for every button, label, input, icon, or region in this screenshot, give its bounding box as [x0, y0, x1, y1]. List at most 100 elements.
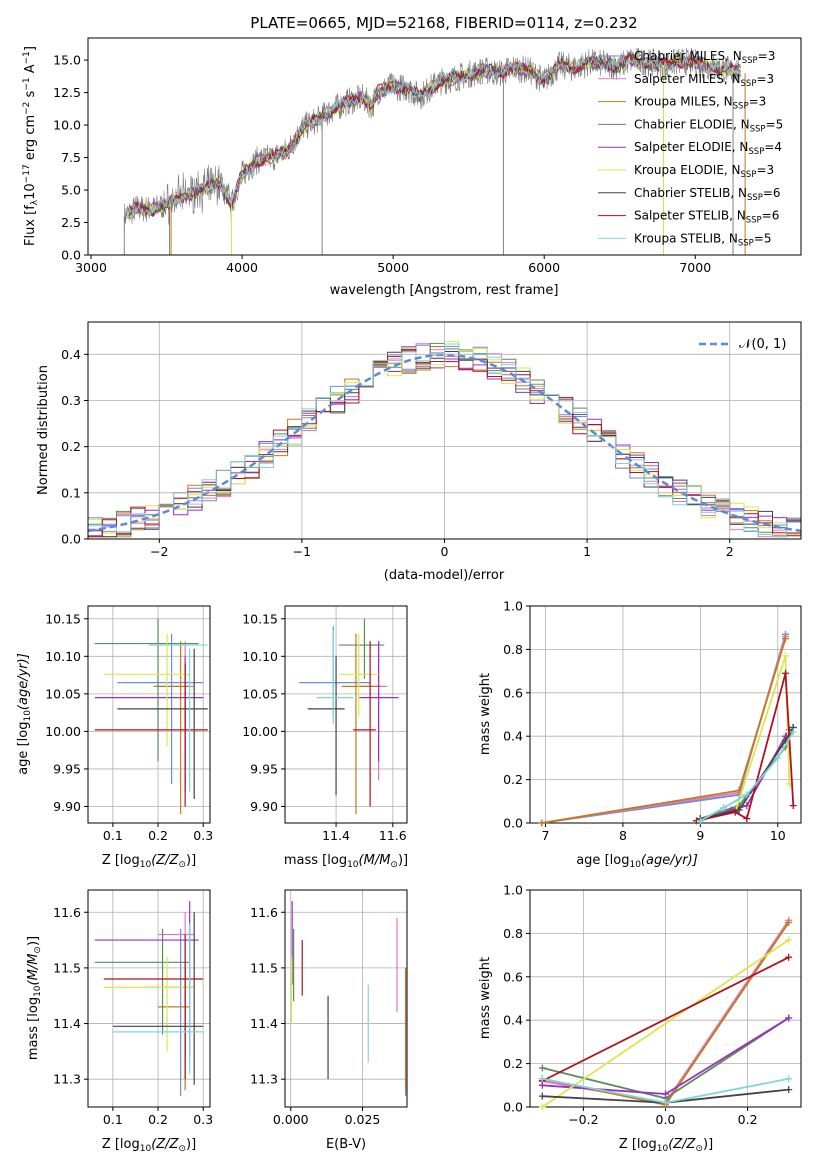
weight-marker: [735, 806, 743, 814]
y-tick-label: 0.8: [503, 642, 523, 657]
x-tick-label: 6000: [528, 260, 560, 275]
weight-vs-age-ylabel: mass weight: [478, 673, 493, 755]
residuals-ylabel: Normed distribution: [36, 365, 51, 495]
y-tick-label: 9.95: [53, 761, 81, 776]
age-vs-mass-panel: 11.4 11.6 9.90 9.95 10.00 10.05 10.10 10.15: [242, 605, 408, 843]
y-tick-label: 5.0: [61, 183, 81, 198]
x-tick-label: 1: [583, 544, 591, 559]
y-tick-label: 0.8: [503, 926, 523, 941]
weight-marker: [782, 652, 790, 660]
spectrum-data-line: [124, 47, 740, 231]
axes-frame: [284, 605, 408, 824]
x-tick-label: 7000: [679, 260, 711, 275]
y-tick-label: 11.4: [250, 1016, 278, 1031]
y-tick-label: 0.0: [61, 532, 81, 547]
x-tick-label: 0.1: [103, 828, 123, 843]
weight-marker: [785, 1014, 793, 1022]
x-tick-label: 9: [696, 828, 704, 843]
y-tick-label: 0.0: [503, 1100, 523, 1115]
y-tick-label: 0.1: [61, 485, 81, 500]
legend-entry: Chabrier STELIB, NSSP=6: [634, 186, 781, 203]
y-tick-label: 10.00: [242, 724, 278, 739]
y-tick-label: 10.00: [45, 724, 81, 739]
y-tick-label: 11.5: [250, 960, 278, 975]
spectrum-title: PLATE=0665, MJD=52168, FIBERID=0114, z=0…: [250, 14, 637, 32]
mass-vs-EBV-xlabel: E(B-V): [326, 1137, 366, 1152]
error-bars: [299, 618, 399, 814]
y-tick-label: 0.2: [503, 772, 523, 787]
x-tick-label: −1: [293, 544, 311, 559]
y-tick-label: 12.5: [53, 85, 81, 100]
legend-entry: Kroupa STELIB, NSSP=5: [634, 231, 772, 248]
error-bars: [94, 618, 208, 814]
x-tick-label: 0.025: [345, 1112, 381, 1127]
x-tick-label: 11.4: [322, 828, 350, 843]
weight-marker: [538, 819, 546, 827]
x-tick-label: 8: [619, 828, 627, 843]
y-tick-label: 0.4: [61, 347, 81, 362]
legend-entry: Salpeter MILES, NSSP=3: [634, 72, 774, 89]
y-tick-label: 11.3: [250, 1072, 278, 1087]
weight-vs-Z-panel: −0.2 0.0 0.2 0.0 0.2 0.4 0.6 0.8 1.0: [503, 883, 802, 1127]
y-tick-label: 10.15: [45, 611, 81, 626]
weight-marker: [662, 1090, 669, 1098]
mass-vs-Z-xlabel: Z [log10(Z/Z⊙)]: [102, 1137, 196, 1154]
legend-entry: Kroupa ELODIE, NSSP=3: [634, 163, 774, 180]
y-tick-label: 11.6: [53, 905, 81, 920]
y-tick-label: 0.4: [503, 1013, 523, 1028]
axes-frame: [87, 605, 211, 824]
y-tick-label: 0.0: [503, 816, 523, 831]
legend-entry: Chabrier MILES, NSSP=3: [634, 49, 775, 66]
axes-frame: [284, 889, 408, 1108]
legend-entry: Salpeter STELIB, NSSP=6: [634, 209, 779, 226]
y-tick-label: 9.95: [250, 761, 278, 776]
age-vs-Z-xlabel: Z [log10(Z/Z⊙)]: [102, 853, 196, 870]
y-tick-label: 0.2: [61, 439, 81, 454]
y-tick-label: 11.6: [250, 905, 278, 920]
x-tick-label: 0.0: [656, 1112, 676, 1127]
weight-lines: [538, 916, 793, 1111]
x-tick-label: 3000: [75, 260, 107, 275]
y-tick-label: 10.05: [45, 686, 81, 701]
x-tick-label: 7: [542, 828, 550, 843]
weight-vs-Z-ylabel: mass weight: [478, 957, 493, 1039]
legend-entry: Kroupa MILES, NSSP=3: [634, 95, 766, 112]
residuals-legend: 𝒩(0, 1): [699, 337, 786, 352]
spectrum-model-line: [128, 55, 741, 217]
y-tick-label: 11.4: [53, 1016, 81, 1031]
y-tick-label: 0.3: [61, 393, 81, 408]
mass-vs-Z-ylabel: mass [log10(M/M⊙)]: [26, 936, 43, 1060]
x-tick-label: 0.000: [273, 1112, 309, 1127]
x-tick-label: 0.3: [193, 828, 213, 843]
axes-frame: [87, 889, 211, 1108]
weight-marker: [785, 919, 793, 927]
y-tick-label: 10.10: [242, 649, 278, 664]
y-tick-label: 0.0: [61, 248, 81, 263]
mass-vs-EBV-panel: 0.000 0.025 11.3 11.4 11.5 11.6: [250, 889, 408, 1127]
weight-marker: [720, 804, 728, 812]
x-tick-label: 0: [441, 544, 449, 559]
legend-entry: Chabrier ELODIE, NSSP=5: [634, 117, 783, 134]
weight-marker: [785, 953, 793, 961]
weight-marker: [743, 791, 751, 799]
y-tick-label: 0.4: [503, 729, 523, 744]
residuals-legend-label: 𝒩(0, 1): [739, 337, 786, 352]
x-tick-label: 2: [726, 544, 734, 559]
y-tick-label: 11.5: [53, 960, 81, 975]
weight-marker: [774, 754, 782, 762]
weight-marker: [538, 1064, 546, 1072]
weight-marker: [785, 1086, 793, 1094]
weight-marker: [782, 635, 790, 643]
age-vs-mass-xlabel: mass [log10(M/M⊙)]: [284, 853, 408, 870]
residuals-panel: −2 −1 0 1 2 0.0 0.1 0.2 0.3 0.4 (data-model)/erro…: [36, 321, 802, 583]
x-tick-label: 0.2: [738, 1112, 758, 1127]
x-tick-label: 0.2: [148, 1112, 168, 1127]
x-tick-label: 4000: [226, 260, 258, 275]
weight-marker: [538, 1103, 546, 1111]
spectrum-panel: PLATE=0665, MJD=52168, FIBERID=0114, z=0…: [22, 14, 802, 298]
weight-marker: [785, 1075, 793, 1083]
y-tick-label: 15.0: [53, 53, 81, 68]
spectrum-ylabel: Flux [fλ10−17 erg cm−2 s−1 A−1]: [22, 46, 40, 246]
x-tick-label: 11.6: [379, 828, 407, 843]
